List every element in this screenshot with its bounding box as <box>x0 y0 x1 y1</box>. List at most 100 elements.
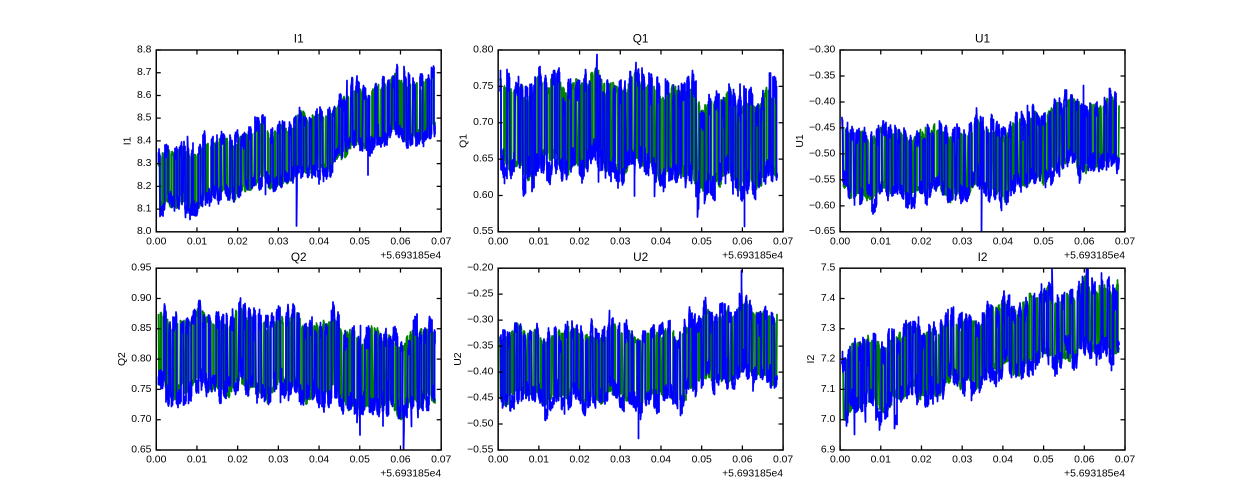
svg-text:U1: U1 <box>975 32 990 46</box>
svg-text:8.1: 8.1 <box>137 203 152 214</box>
svg-text:+5.693185e4: +5.693185e4 <box>380 250 441 261</box>
svg-text:0.07: 0.07 <box>1115 236 1135 247</box>
svg-text:0.75: 0.75 <box>473 81 493 92</box>
svg-text:0.03: 0.03 <box>268 236 288 247</box>
svg-text:0.02: 0.02 <box>569 455 589 466</box>
svg-text:0.07: 0.07 <box>773 455 793 466</box>
svg-text:0.03: 0.03 <box>610 236 630 247</box>
svg-text:0.03: 0.03 <box>952 236 972 247</box>
svg-text:0.02: 0.02 <box>569 236 589 247</box>
svg-text:0.02: 0.02 <box>228 455 248 466</box>
svg-text:0.03: 0.03 <box>268 455 288 466</box>
svg-text:7.3: 7.3 <box>821 323 836 334</box>
svg-text:+5.693185e4: +5.693185e4 <box>722 250 783 261</box>
svg-text:−0.25: −0.25 <box>467 289 494 300</box>
svg-text:0.06: 0.06 <box>390 236 410 247</box>
svg-text:U2: U2 <box>453 352 464 366</box>
svg-text:0.70: 0.70 <box>473 117 493 128</box>
svg-text:−0.30: −0.30 <box>809 44 836 55</box>
svg-text:0.06: 0.06 <box>732 236 752 247</box>
svg-text:8.2: 8.2 <box>137 181 152 192</box>
svg-text:0.95: 0.95 <box>131 263 151 274</box>
svg-text:7.2: 7.2 <box>821 353 836 364</box>
svg-text:0.05: 0.05 <box>350 455 370 466</box>
svg-text:0.04: 0.04 <box>993 455 1013 466</box>
svg-text:0.01: 0.01 <box>187 455 207 466</box>
svg-text:−0.30: −0.30 <box>467 315 494 326</box>
svg-text:0.00: 0.00 <box>146 455 166 466</box>
svg-text:0.07: 0.07 <box>773 236 793 247</box>
svg-text:0.00: 0.00 <box>830 236 850 247</box>
svg-text:Q1: Q1 <box>633 32 649 46</box>
svg-text:0.70: 0.70 <box>131 414 151 425</box>
svg-text:0.01: 0.01 <box>529 236 549 247</box>
svg-text:−0.55: −0.55 <box>467 444 494 455</box>
svg-text:I2: I2 <box>806 355 817 364</box>
svg-text:+5.693185e4: +5.693185e4 <box>1064 469 1125 480</box>
svg-text:−0.40: −0.40 <box>809 96 836 107</box>
svg-text:8.5: 8.5 <box>137 113 152 124</box>
svg-text:−0.20: −0.20 <box>467 263 494 274</box>
svg-text:0.00: 0.00 <box>146 236 166 247</box>
svg-text:0.05: 0.05 <box>350 236 370 247</box>
svg-text:Q2: Q2 <box>291 250 307 264</box>
svg-text:+5.693185e4: +5.693185e4 <box>380 469 441 480</box>
svg-text:0.60: 0.60 <box>473 190 493 201</box>
svg-text:0.06: 0.06 <box>1074 236 1094 247</box>
svg-text:0.02: 0.02 <box>911 455 931 466</box>
svg-text:−0.35: −0.35 <box>809 70 836 81</box>
svg-text:8.6: 8.6 <box>137 90 152 101</box>
svg-text:7.5: 7.5 <box>821 263 836 274</box>
svg-text:−0.65: −0.65 <box>809 226 836 237</box>
svg-text:0.05: 0.05 <box>1033 236 1053 247</box>
svg-text:0.06: 0.06 <box>1074 455 1094 466</box>
svg-text:−0.45: −0.45 <box>809 122 836 133</box>
svg-text:I1: I1 <box>122 136 133 145</box>
svg-text:0.05: 0.05 <box>1033 455 1053 466</box>
svg-text:0.80: 0.80 <box>473 44 493 55</box>
svg-text:0.01: 0.01 <box>871 236 891 247</box>
svg-text:0.55: 0.55 <box>473 226 493 237</box>
svg-text:0.07: 0.07 <box>431 455 451 466</box>
svg-text:−0.60: −0.60 <box>809 200 836 211</box>
svg-text:−0.55: −0.55 <box>809 174 836 185</box>
svg-text:0.03: 0.03 <box>952 455 972 466</box>
svg-text:0.01: 0.01 <box>529 455 549 466</box>
svg-text:8.3: 8.3 <box>137 158 152 169</box>
svg-text:−0.35: −0.35 <box>467 341 494 352</box>
svg-text:+5.693185e4: +5.693185e4 <box>722 469 783 480</box>
svg-text:0.65: 0.65 <box>131 444 151 455</box>
svg-text:0.80: 0.80 <box>131 353 151 364</box>
svg-text:8.8: 8.8 <box>137 44 152 55</box>
svg-text:0.03: 0.03 <box>610 455 630 466</box>
svg-text:6.9: 6.9 <box>821 444 836 455</box>
svg-text:−0.50: −0.50 <box>809 148 836 159</box>
svg-text:8.4: 8.4 <box>137 135 152 146</box>
svg-text:7.0: 7.0 <box>821 414 836 425</box>
svg-text:0.00: 0.00 <box>488 455 508 466</box>
svg-text:0.65: 0.65 <box>473 153 493 164</box>
svg-text:7.4: 7.4 <box>821 293 836 304</box>
svg-text:0.85: 0.85 <box>131 323 151 334</box>
svg-text:8.0: 8.0 <box>137 226 152 237</box>
svg-text:0.04: 0.04 <box>651 455 671 466</box>
svg-text:Q1: Q1 <box>459 134 470 148</box>
svg-text:8.7: 8.7 <box>137 67 152 78</box>
svg-text:U1: U1 <box>795 134 806 148</box>
svg-text:0.07: 0.07 <box>1115 455 1135 466</box>
svg-text:0.01: 0.01 <box>187 236 207 247</box>
svg-text:I1: I1 <box>294 32 304 46</box>
svg-text:−0.50: −0.50 <box>467 418 494 429</box>
svg-text:+5.693185e4: +5.693185e4 <box>1064 250 1125 261</box>
svg-text:0.04: 0.04 <box>651 236 671 247</box>
svg-text:0.05: 0.05 <box>692 455 712 466</box>
svg-text:0.02: 0.02 <box>911 236 931 247</box>
svg-text:0.02: 0.02 <box>228 236 248 247</box>
svg-text:−0.45: −0.45 <box>467 392 494 403</box>
svg-text:0.04: 0.04 <box>309 455 329 466</box>
svg-text:0.06: 0.06 <box>390 455 410 466</box>
svg-text:Q2: Q2 <box>117 352 128 366</box>
svg-text:0.75: 0.75 <box>131 384 151 395</box>
svg-text:0.04: 0.04 <box>993 236 1013 247</box>
svg-text:0.07: 0.07 <box>431 236 451 247</box>
